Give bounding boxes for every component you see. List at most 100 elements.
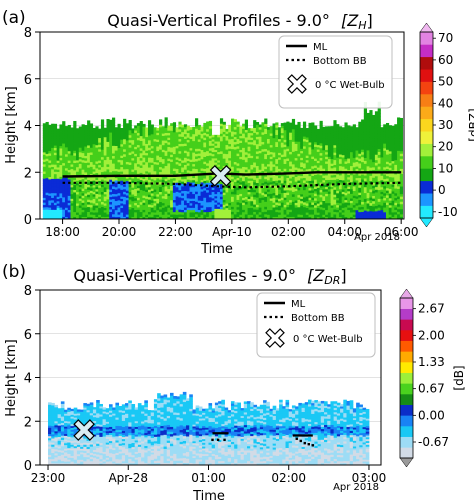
chart-title: Quasi-Vertical Profiles - 9.0° [ZDR] [73, 266, 346, 287]
y-tick-label: 6 [24, 328, 32, 343]
legend-ml: ML [291, 299, 306, 310]
colorbar-segment [420, 69, 433, 82]
colorbar-segment [400, 394, 413, 405]
colorbar-tick-label: 60 [438, 53, 453, 67]
colorbar-segment [420, 205, 433, 219]
y-tick-label: 6 [24, 73, 32, 88]
colorbar-tick-label: -10 [438, 205, 458, 219]
x-axis-label: Time [192, 489, 225, 504]
colorbar-segment [420, 106, 433, 120]
colorbar-tick-label: 20 [438, 140, 453, 154]
colorbar-tick-label: 0.67 [418, 382, 445, 396]
legend-wet-bulb: 0 °C Wet-Bulb [315, 80, 385, 91]
colorbar-segment [420, 118, 433, 132]
colorbar-segment [420, 168, 433, 182]
colorbar-extend-low [399, 457, 414, 468]
x-tick-label: 20:00 [102, 225, 137, 239]
bottom-bb-point [211, 438, 214, 442]
legend-wet-bulb: 0 °C Wet-Bulb [293, 334, 363, 345]
x-tick-label: 22:00 [158, 225, 193, 239]
bottom-bb-point [299, 439, 302, 443]
x-tick-label: 06:00 [384, 225, 419, 239]
colorbar-segment [400, 362, 413, 373]
colorbar-segment [420, 32, 433, 45]
x-tick-label: 23:00 [31, 471, 66, 485]
x-tick-label: 02:00 [271, 225, 306, 239]
x-tick-label: Apr-28 [108, 471, 148, 485]
colorbar-segment [400, 426, 413, 437]
colorbar-segment [400, 330, 413, 341]
legend-wet-bulb-marker [287, 74, 307, 94]
x-tick-label: 18:00 [45, 225, 80, 239]
bottom-bb-point [223, 438, 226, 442]
colorbar-segment [420, 94, 433, 107]
colorbar-segment [420, 156, 433, 169]
colorbar-tick-label: 1.33 [418, 355, 445, 369]
colorbar-segment [400, 372, 413, 384]
colorbar-segment [420, 180, 433, 194]
y-tick-label: 4 [24, 120, 32, 135]
panel-b: (b) Quasi-Vertical Profiles - 9.0° [ZDR]… [2, 262, 466, 504]
x-tick-label: 02:00 [271, 471, 306, 485]
legend-box [278, 35, 393, 109]
colorbar-label: [dBZ] [467, 108, 474, 141]
colorbar-tick-label: -0.67 [418, 435, 449, 449]
colorbar-segment [400, 308, 413, 320]
colorbar-segment [420, 143, 433, 157]
colorbar-segment [420, 56, 433, 70]
colorbar-segment [400, 415, 413, 427]
colorbar-segment [400, 436, 413, 448]
y-tick-label: 4 [24, 372, 32, 387]
y-tick-label: 8 [24, 284, 32, 299]
ml-line [62, 171, 402, 178]
colorbar-tick-label: 0.00 [418, 408, 445, 422]
bottom-bb-point [307, 443, 310, 446]
x-tick-label: 01:00 [191, 471, 226, 485]
bottom-bb-point [311, 444, 314, 447]
colorbar-segment [420, 81, 433, 95]
colorbar-segment [400, 340, 413, 352]
y-axis-label: Height [km] [4, 339, 19, 416]
wet-bulb-marker [73, 419, 95, 441]
colorbar-extend-low [419, 217, 434, 228]
bottom-bb-point [303, 441, 306, 445]
x-tick-label: 03:00 [352, 471, 387, 485]
chart-title: Quasi-Vertical Profiles - 9.0° [ZH] [107, 11, 372, 32]
colorbar-tick-label: 2.67 [418, 302, 445, 316]
legend-bottom-bb: Bottom BB [291, 313, 345, 324]
colorbar-tick-label: 30 [438, 118, 453, 132]
colorbar-segment [400, 404, 413, 416]
y-axis-label: Height [km] [4, 86, 19, 163]
legend-bottom-bb: Bottom BB [313, 56, 367, 67]
colorbar-tick-label: 70 [438, 31, 453, 45]
panel-label: (b) [2, 262, 26, 282]
colorbar-tick-label: 2.00 [418, 328, 445, 342]
x-axis-note: Apr 2018 [354, 232, 400, 243]
colorbar-segment [420, 44, 433, 58]
colorbar-tick-label: 40 [438, 96, 453, 110]
colorbar-extend-high [419, 22, 434, 33]
colorbar-tick-label: 10 [438, 161, 453, 175]
y-tick-label: 8 [24, 26, 32, 41]
legend-box [256, 292, 376, 358]
x-axis-label: Time [200, 242, 233, 257]
bottom-bb-line [62, 181, 402, 189]
colorbar-segment [400, 351, 413, 363]
colorbar-extend-high [399, 288, 414, 299]
y-tick-label: 2 [24, 415, 32, 430]
colorbar-segment [400, 447, 413, 459]
bottom-bb-point [216, 438, 220, 442]
colorbar-segment [400, 298, 413, 309]
colorbar-label: [dB] [452, 365, 466, 390]
colorbar-segment [420, 193, 433, 206]
x-axis-note: Apr 2018 [333, 482, 379, 493]
y-tick-label: 2 [24, 166, 32, 181]
colorbar-tick-label: 0 [438, 183, 446, 197]
colorbar-segment [400, 383, 413, 395]
wet-bulb-marker [209, 164, 232, 187]
colorbar-segment [400, 319, 413, 331]
bottom-bb-point [295, 437, 298, 440]
colorbar-tick-label: 50 [438, 75, 453, 89]
panel-label: (a) [2, 8, 26, 28]
y-tick-label: 0 [24, 459, 32, 474]
